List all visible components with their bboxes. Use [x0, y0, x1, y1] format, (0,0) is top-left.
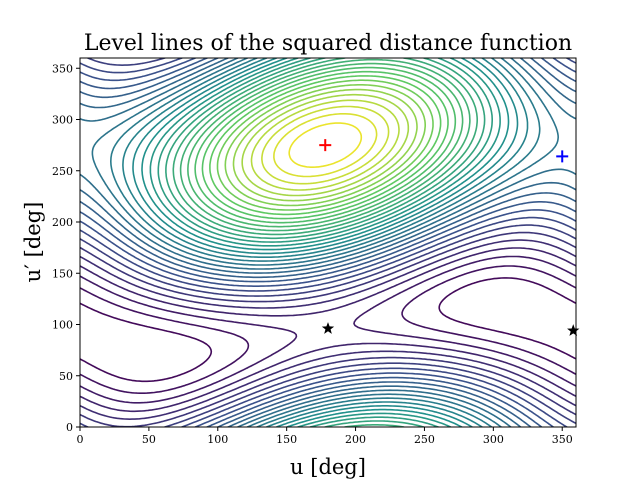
y-tick-label: 300: [52, 114, 73, 127]
contour-level-line: [80, 255, 576, 404]
x-axis-ticks: 0 50 100 150 200 250 300 350: [77, 427, 573, 446]
markers: [319, 139, 580, 336]
contour-level-line: [209, 75, 442, 216]
y-tick-label: 350: [52, 62, 73, 75]
y-axis-label: u′ [deg]: [21, 202, 45, 283]
y-tick-label: 200: [52, 216, 73, 229]
y-tick-label: 250: [52, 165, 73, 178]
contour-level-line: [224, 84, 426, 207]
contour-level-line: [288, 122, 363, 168]
chart-title: Level lines of the squared distance func…: [84, 31, 572, 56]
plus-marker: [556, 150, 569, 163]
star-marker: [567, 324, 580, 336]
star-marker: [321, 322, 335, 334]
contour-level-line: [194, 66, 457, 224]
plus-marker: [319, 139, 332, 152]
plot-frame: [79, 57, 577, 428]
contour-lines: [80, 58, 576, 427]
contour-level-line: [80, 277, 576, 383]
y-tick-label: 150: [52, 267, 73, 280]
x-tick-label: 150: [276, 433, 297, 446]
contour-level-line: [80, 247, 576, 413]
contour-level-line: [80, 231, 576, 427]
contour-level-line: [201, 70, 449, 220]
x-tick-label: 0: [77, 433, 84, 446]
contour-level-line: [80, 265, 576, 394]
contour-level-line: [241, 93, 410, 197]
y-tick-label: 100: [52, 319, 73, 332]
x-tick-label: 100: [207, 433, 228, 446]
x-tick-label: 50: [142, 433, 156, 446]
y-axis-ticks: 0 50 100 150 200 250 300 350: [52, 62, 80, 434]
contour-level-line: [179, 58, 471, 232]
x-tick-label: 300: [483, 433, 504, 446]
contour-level-line: [80, 58, 576, 427]
contour-level-line: [250, 99, 400, 191]
contour-level-line: [216, 79, 434, 211]
x-tick-label: 250: [414, 433, 435, 446]
contour-level-line: [80, 239, 576, 420]
contour-level-line: [261, 105, 390, 185]
y-tick-label: 50: [59, 370, 73, 383]
x-tick-label: 200: [345, 433, 366, 446]
x-tick-label: 350: [552, 433, 573, 446]
y-tick-label: 0: [66, 421, 73, 434]
x-axis-label: u [deg]: [290, 455, 366, 479]
contour-level-line: [187, 62, 464, 228]
contour-level-line: [273, 113, 378, 178]
contour-level-line: [232, 88, 418, 202]
